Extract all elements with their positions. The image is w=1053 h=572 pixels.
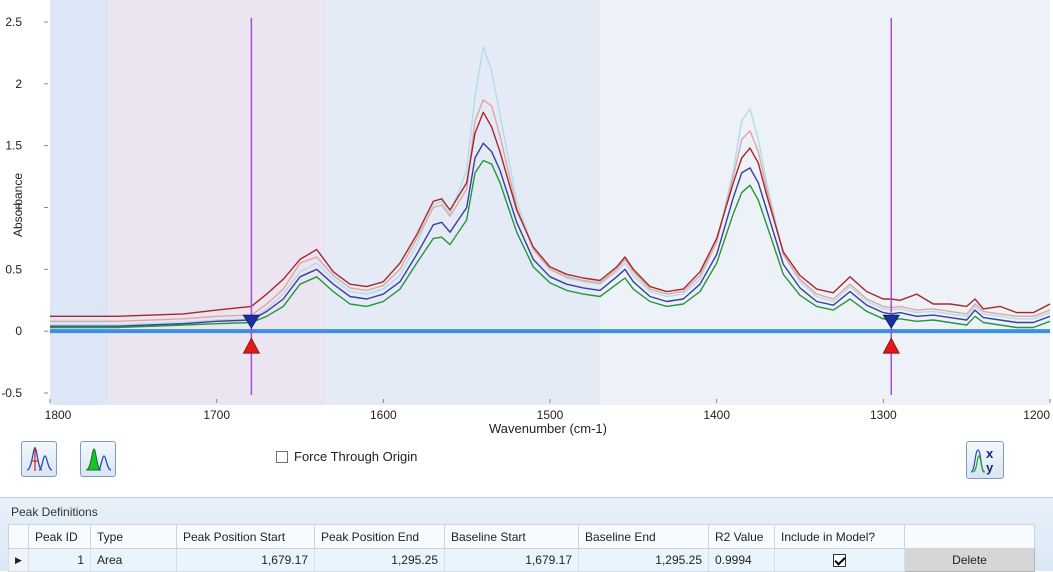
peak-area-icon [85,448,112,471]
xy-plot-button[interactable]: x y [966,441,1004,479]
checkbox-box[interactable] [276,450,288,463]
peak-start-handle[interactable] [882,314,900,329]
x-tick-label: 1500 [537,408,564,422]
chart-svg[interactable]: 2.5 2 1.5 1 0.5 0 -0.5 1800 1700 1600 1500 1400 130… [0,0,1053,440]
background-band [600,0,1050,405]
x-tick-label: 1800 [45,408,72,422]
table-header-row: Peak ID Type Peak Position Start Peak Po… [8,524,1035,549]
column-header[interactable]: Baseline End [578,524,709,549]
x-axis: 1800 1700 1600 1500 1400 1300 1200 [45,399,1051,422]
background-band [50,0,109,405]
peak-markers-button[interactable] [21,441,57,477]
x-axis-label: Wavenumber (cm-1) [489,421,607,436]
spectrum-series [50,46,1051,329]
baseline-end-cell[interactable]: 1,295.25 [578,548,709,572]
row-indicator-header [8,524,29,549]
y-axis-label: Absorbance [11,173,25,237]
spectrum-chart[interactable]: 2.5 2 1.5 1 0.5 0 -0.5 1800 1700 1600 1500 1400 130… [0,0,1053,440]
spectrum-series-line [50,99,1051,322]
baseline-start-cell[interactable]: 1,679.17 [444,548,579,572]
background-band [325,0,600,405]
row-selected-indicator: ▶ [8,548,29,572]
delete-column-header [904,524,1035,549]
peak-markers-icon [26,447,53,471]
y-axis: 2.5 2 1.5 1 0.5 0 -0.5 [1,15,48,400]
y-tick-label: 1 [15,201,22,215]
peak-end-cell[interactable]: 1,295.25 [314,548,445,572]
peak-id-cell[interactable]: 1 [28,548,91,572]
column-header[interactable]: R2 Value [708,524,775,549]
column-header[interactable]: Type [90,524,177,549]
column-header[interactable]: Peak Position End [314,524,445,549]
spectrum-series-line [50,159,1051,329]
baseline-handle[interactable] [882,337,900,354]
x-tick-label: 1300 [870,408,897,422]
xy-plot-icon: x y [970,446,994,475]
panel-title: Peak Definitions [11,505,98,519]
x-tick-label: 1200 [1023,408,1050,422]
y-tick-label: 1.5 [5,139,22,153]
baseline-handle[interactable] [242,337,261,354]
delete-button[interactable]: Delete [904,548,1035,572]
y-tick-label: -0.5 [1,386,22,400]
peak-start-handle[interactable] [242,314,261,329]
x-tick-label: 1600 [370,408,397,422]
x-tick-label: 1400 [703,408,730,422]
column-header[interactable]: Peak Position Start [176,524,315,549]
type-cell[interactable]: Area [90,548,177,572]
peak-start-cell[interactable]: 1,679.17 [176,548,315,572]
table-row[interactable]: ▶ 1 Area 1,679.17 1,295.25 1,679.17 1,29… [8,548,1035,572]
region-markers[interactable] [242,18,900,395]
chart-background-bands [50,0,1050,405]
y-tick-label: 2 [15,77,22,91]
spectrum-series-line [50,111,1051,317]
force-through-origin-label: Force Through Origin [294,449,418,464]
peak-area-button[interactable] [80,441,116,477]
background-band [108,0,325,405]
r2-value-cell[interactable]: 0.9994 [708,548,775,572]
column-header[interactable]: Baseline Start [444,524,579,549]
spectrum-series-line [50,142,1051,327]
spectrum-series-line [50,46,1051,326]
force-through-origin-checkbox[interactable]: Force Through Origin [276,449,417,464]
svg-text:y: y [986,460,994,475]
y-tick-label: 0.5 [5,262,22,276]
x-tick-label: 1700 [203,408,230,422]
column-header[interactable]: Peak ID [28,524,91,549]
column-header[interactable]: Include in Model? [774,524,905,549]
y-tick-label: 2.5 [5,15,22,29]
include-in-model-checkbox[interactable] [833,554,846,568]
y-tick-label: 0 [15,324,22,338]
svg-text:x: x [986,446,994,461]
peak-definitions-panel: Peak Definitions Peak ID Type Peak Posit… [0,497,1053,572]
peak-definitions-table: Peak ID Type Peak Position Start Peak Po… [8,524,1035,572]
include-in-model-cell[interactable] [774,548,905,572]
